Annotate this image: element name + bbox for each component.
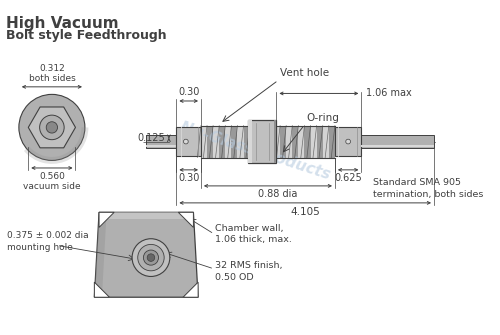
Bar <box>335 127 361 156</box>
Circle shape <box>144 250 158 265</box>
Text: O-ring: O-ring <box>306 113 340 123</box>
Bar <box>292 126 298 157</box>
Circle shape <box>184 139 188 144</box>
Text: 4.105: 4.105 <box>290 207 320 217</box>
Circle shape <box>147 254 154 261</box>
Bar <box>362 145 434 147</box>
Bar <box>262 126 268 157</box>
Circle shape <box>19 94 85 160</box>
Bar <box>244 126 250 157</box>
Polygon shape <box>99 212 194 219</box>
Text: 0.375 ± 0.002 dia
mounting hole: 0.375 ± 0.002 dia mounting hole <box>6 231 88 252</box>
Text: 0.88 dia: 0.88 dia <box>258 189 297 199</box>
Bar <box>219 126 226 157</box>
Bar <box>201 126 207 157</box>
Circle shape <box>346 139 350 144</box>
Bar <box>274 126 280 157</box>
Text: 32 RMS finish,
0.50 OD: 32 RMS finish, 0.50 OD <box>215 261 282 282</box>
Bar <box>274 120 276 163</box>
Text: 0.30: 0.30 <box>178 87 200 97</box>
Text: Standard SMA 905
termination, both sides: Standard SMA 905 termination, both sides <box>372 178 483 199</box>
Circle shape <box>138 245 164 271</box>
Bar <box>362 135 434 148</box>
Bar <box>316 126 322 157</box>
Text: Vent hole: Vent hole <box>280 68 330 78</box>
Polygon shape <box>94 282 110 297</box>
Text: Nu-Glass Products: Nu-Glass Products <box>178 120 332 183</box>
Bar <box>329 126 335 157</box>
Bar <box>248 120 276 163</box>
Polygon shape <box>94 212 198 297</box>
Text: 0.312
both sides: 0.312 both sides <box>28 64 76 83</box>
Text: High Vacuum: High Vacuum <box>6 16 118 31</box>
Bar <box>176 127 201 156</box>
Text: Chamber wall,
1.06 thick, max.: Chamber wall, 1.06 thick, max. <box>215 224 292 245</box>
Bar <box>248 120 252 163</box>
Text: 0.560
vacuum side: 0.560 vacuum side <box>23 172 80 191</box>
Bar <box>146 135 176 148</box>
Bar <box>298 126 304 157</box>
Bar <box>207 126 213 157</box>
Text: 0.625: 0.625 <box>334 173 362 183</box>
Bar <box>146 145 176 147</box>
Bar <box>286 126 292 157</box>
Bar <box>256 126 262 157</box>
Bar <box>268 126 274 157</box>
Bar <box>238 126 244 157</box>
Bar <box>310 126 316 157</box>
Text: Bolt style Feedthrough: Bolt style Feedthrough <box>6 29 166 42</box>
Polygon shape <box>183 282 198 297</box>
Text: 1.06 max: 1.06 max <box>366 88 412 98</box>
Polygon shape <box>28 107 76 148</box>
Bar <box>226 126 232 157</box>
Bar <box>322 126 329 157</box>
Bar <box>280 126 286 157</box>
Text: 0.125: 0.125 <box>138 133 165 143</box>
Polygon shape <box>99 212 114 227</box>
Text: 0.30: 0.30 <box>178 173 200 183</box>
Polygon shape <box>178 212 194 227</box>
Bar <box>232 126 237 157</box>
Bar <box>213 126 219 157</box>
Circle shape <box>132 239 170 276</box>
Bar <box>250 126 256 157</box>
Circle shape <box>40 115 64 140</box>
Polygon shape <box>94 212 106 297</box>
Bar <box>304 126 310 157</box>
Circle shape <box>46 122 58 133</box>
